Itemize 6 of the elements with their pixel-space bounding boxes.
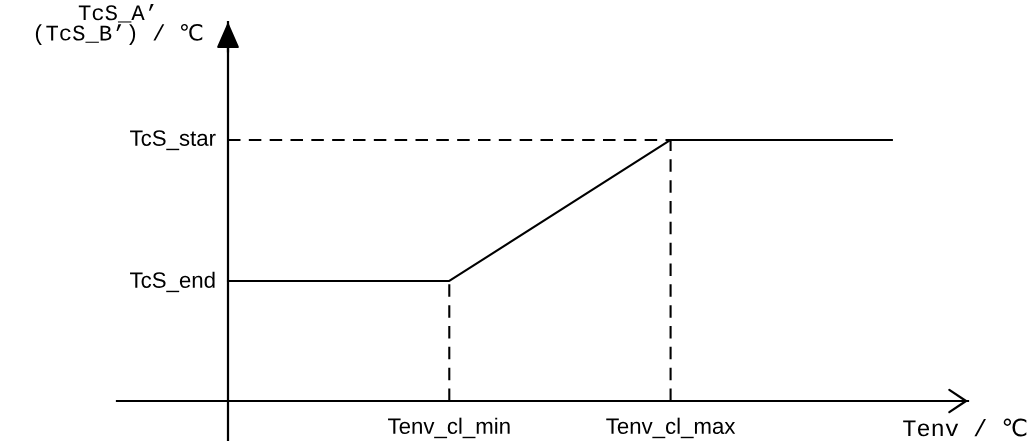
annotation: TcS_end <box>130 271 215 293</box>
x-tick-label: Tenv_cl_min <box>388 417 510 439</box>
y-axis-title: TcS_A’ (TcS_B’) / ℃ <box>35 4 203 45</box>
annotation: TcS_star <box>130 130 216 151</box>
x-axis-title: Tenv / ℃ <box>903 418 1027 437</box>
x-tick-label: Tenv_cl_max <box>606 417 736 439</box>
